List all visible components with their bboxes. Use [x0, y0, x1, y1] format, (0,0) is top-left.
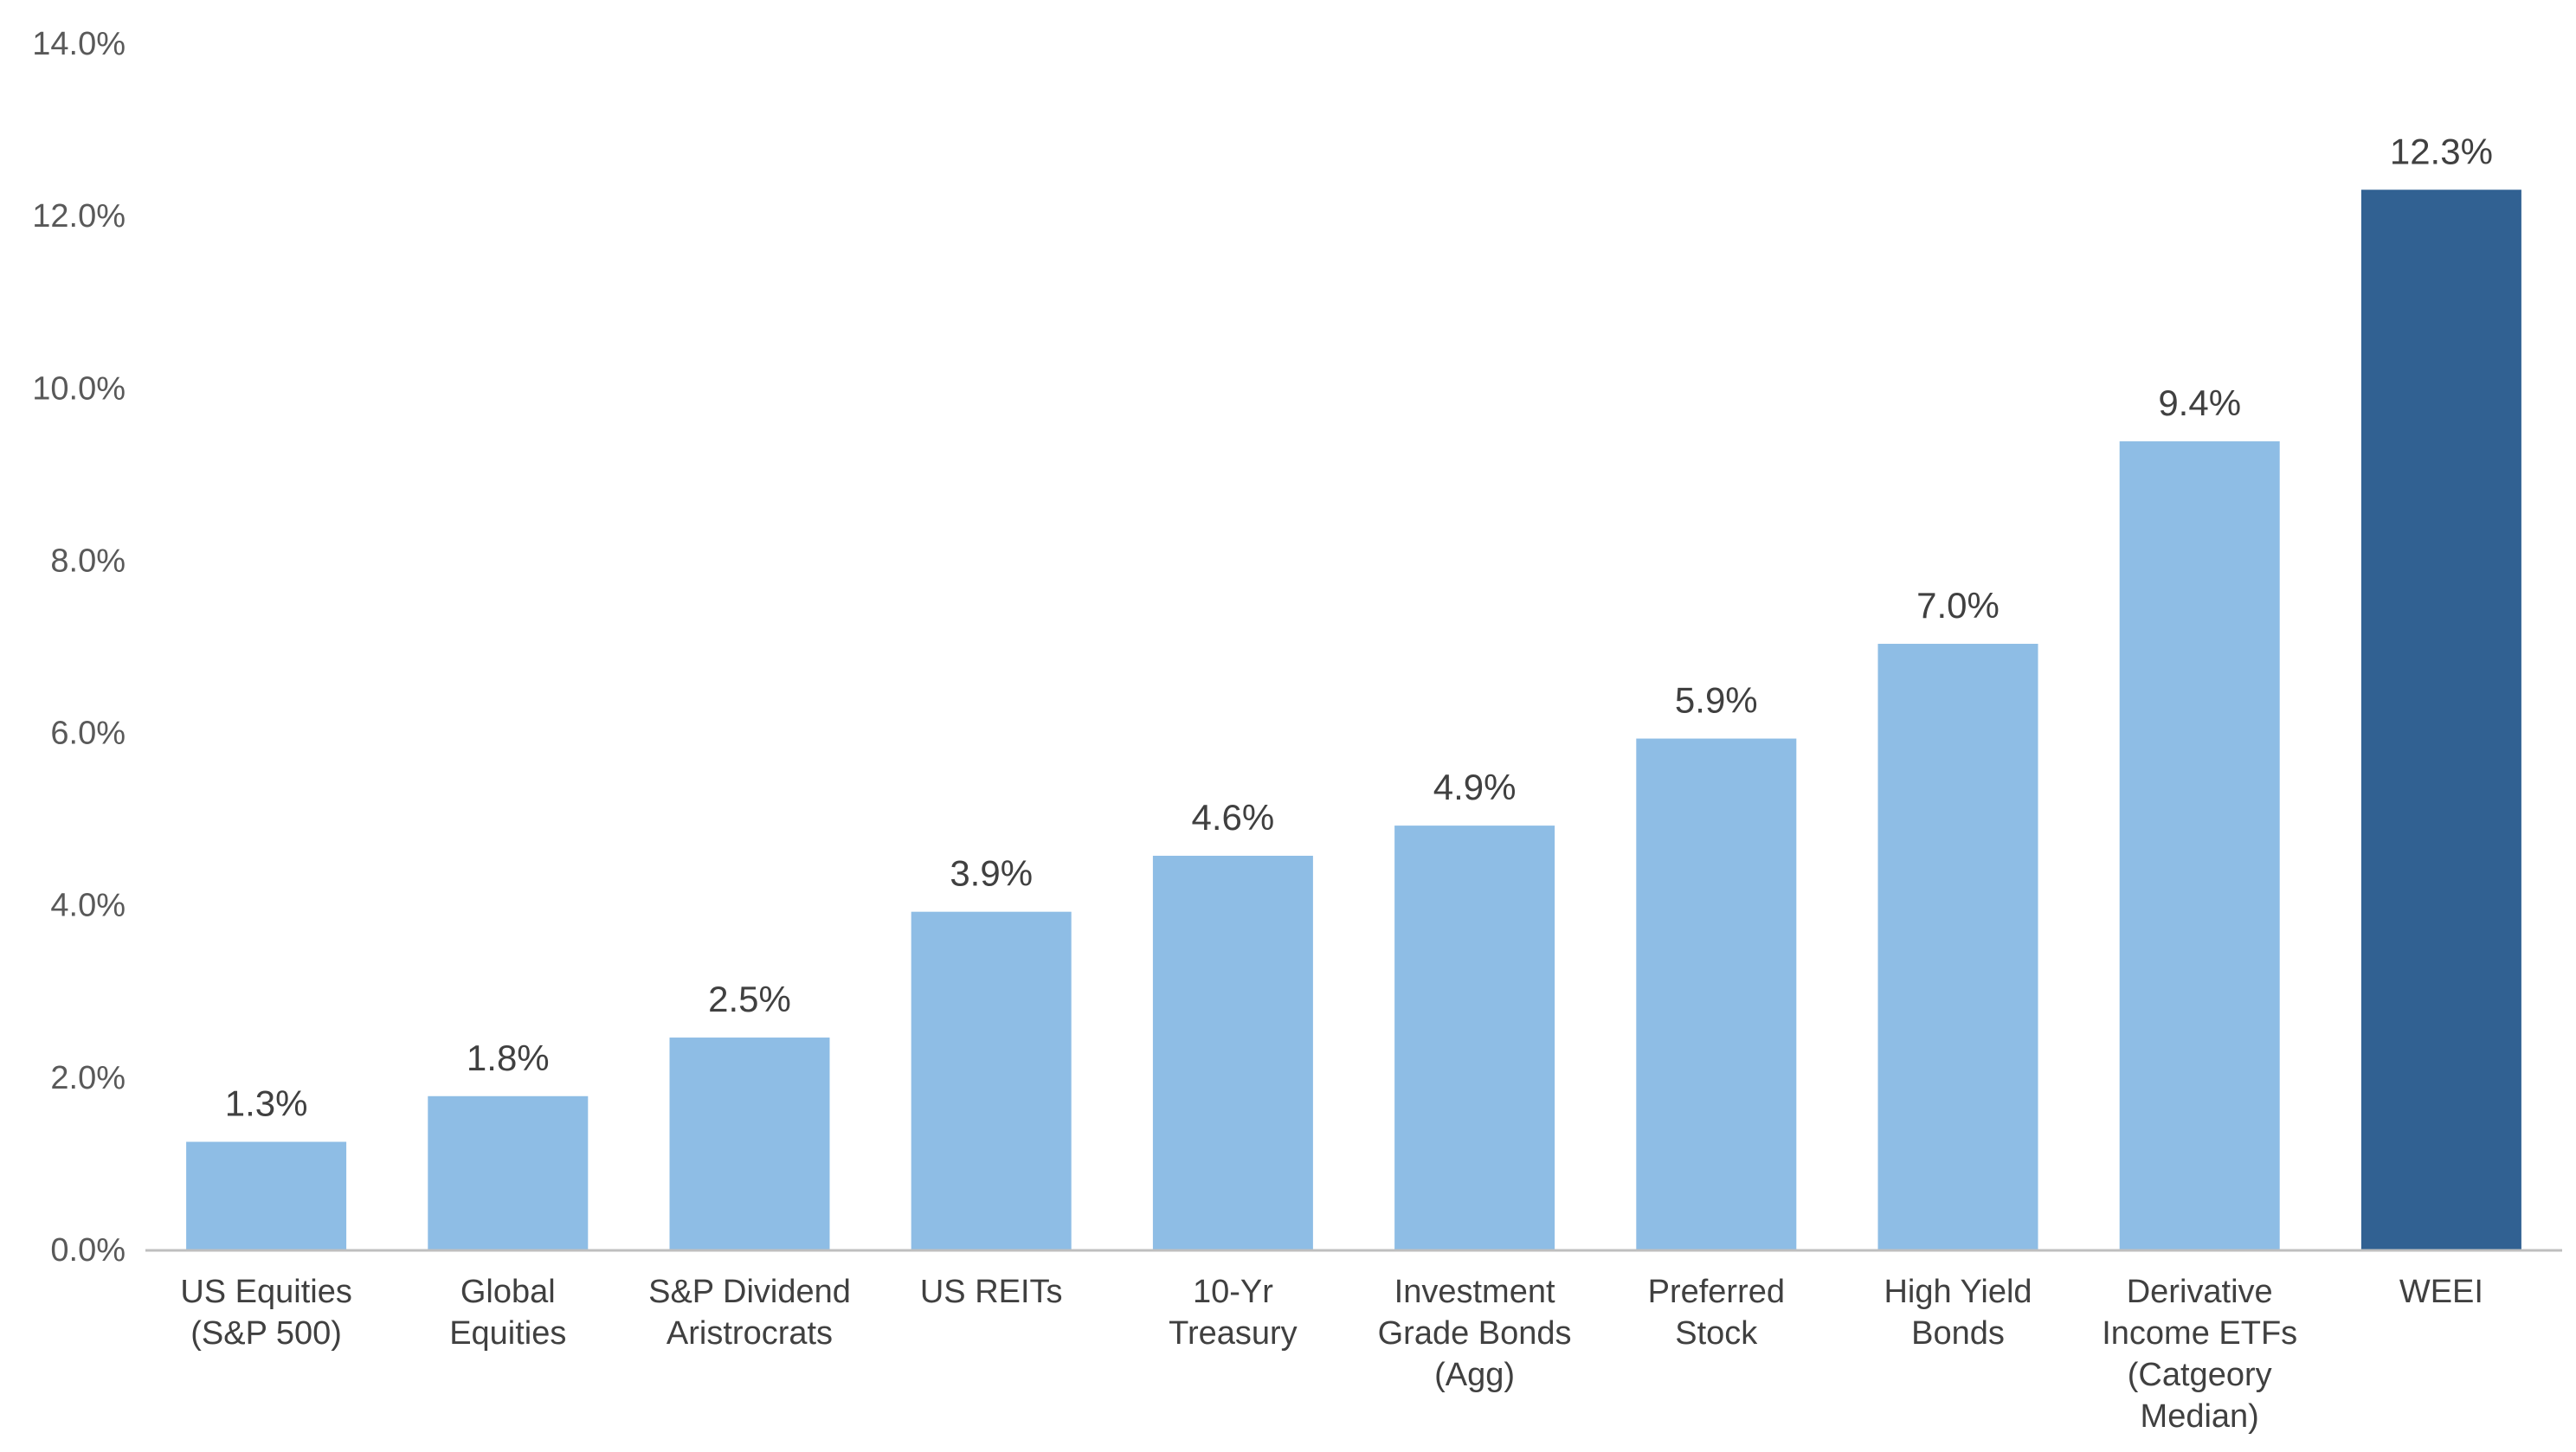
bar	[428, 1095, 589, 1250]
bar	[1152, 855, 1313, 1250]
y-tick-label: 0.0%	[50, 1232, 126, 1269]
category-label: US REITs	[920, 1274, 1063, 1310]
category-label: WEEI	[2399, 1274, 2483, 1310]
data-label: 9.4%	[2158, 382, 2241, 423]
category-label: Stock	[1675, 1315, 1758, 1352]
y-tick-label: 12.0%	[32, 198, 126, 235]
y-tick-label: 4.0%	[50, 888, 126, 924]
y-tick-label: 8.0%	[50, 543, 126, 579]
category-label: Investment	[1394, 1274, 1555, 1310]
data-labels: 1.3% 1.8% 2.5% 3.9% 4.6% 4.9% 5.9% 7.0% 9.4% 12.3…	[225, 131, 2493, 1123]
data-label: 4.6%	[1192, 797, 1275, 838]
data-label: 4.9%	[1433, 767, 1517, 807]
bar	[1394, 826, 1555, 1250]
y-tick-label: 14.0%	[32, 26, 126, 62]
category-label: Global	[460, 1274, 556, 1310]
y-tick-label: 6.0%	[50, 716, 126, 752]
bar	[911, 911, 1072, 1250]
category-label: Aristrocrats	[667, 1315, 833, 1352]
data-label: 1.3%	[225, 1083, 308, 1124]
category-label: Income ETFs	[2102, 1315, 2297, 1352]
data-label: 1.8%	[467, 1038, 550, 1078]
bar	[1636, 738, 1797, 1250]
data-label: 2.5%	[708, 979, 791, 1019]
category-label: High Yield	[1884, 1274, 2032, 1310]
bar	[669, 1038, 830, 1250]
category-label: Grade Bonds	[1378, 1315, 1572, 1352]
data-label: 12.3%	[2390, 131, 2493, 171]
data-label: 7.0%	[1916, 585, 2000, 626]
data-label: 5.9%	[1675, 680, 1758, 721]
y-tick-label: 2.0%	[50, 1060, 126, 1096]
y-tick-label: 10.0%	[32, 370, 126, 407]
y-axis-ticks: 0.0% 2.0% 4.0% 6.0% 8.0% 10.0% 12.0% 14.0%	[32, 26, 126, 1269]
category-label: Bonds	[1911, 1315, 2005, 1352]
data-label: 3.9%	[950, 853, 1033, 894]
bars	[186, 190, 2521, 1250]
category-label: Median)	[2141, 1398, 2259, 1435]
bar	[1877, 644, 2038, 1250]
bar	[2360, 190, 2521, 1250]
category-label: Equities	[449, 1315, 566, 1352]
category-label: (Agg)	[1434, 1357, 1515, 1393]
bar	[2119, 441, 2280, 1250]
x-axis-labels: US Equities (S&P 500) Global Equities S&P Di…	[180, 1274, 2483, 1435]
category-label: Treasury	[1169, 1315, 1298, 1352]
bar	[186, 1141, 347, 1250]
category-label: 10-Yr	[1193, 1274, 1273, 1310]
category-label: S&P Dividend	[648, 1274, 851, 1310]
category-label: (S&P 500)	[190, 1315, 342, 1352]
category-label: US Equities	[180, 1274, 352, 1310]
category-label: (Catgeory	[2128, 1357, 2272, 1393]
category-label: Preferred	[1648, 1274, 1785, 1310]
category-label: Derivative	[2127, 1274, 2273, 1310]
